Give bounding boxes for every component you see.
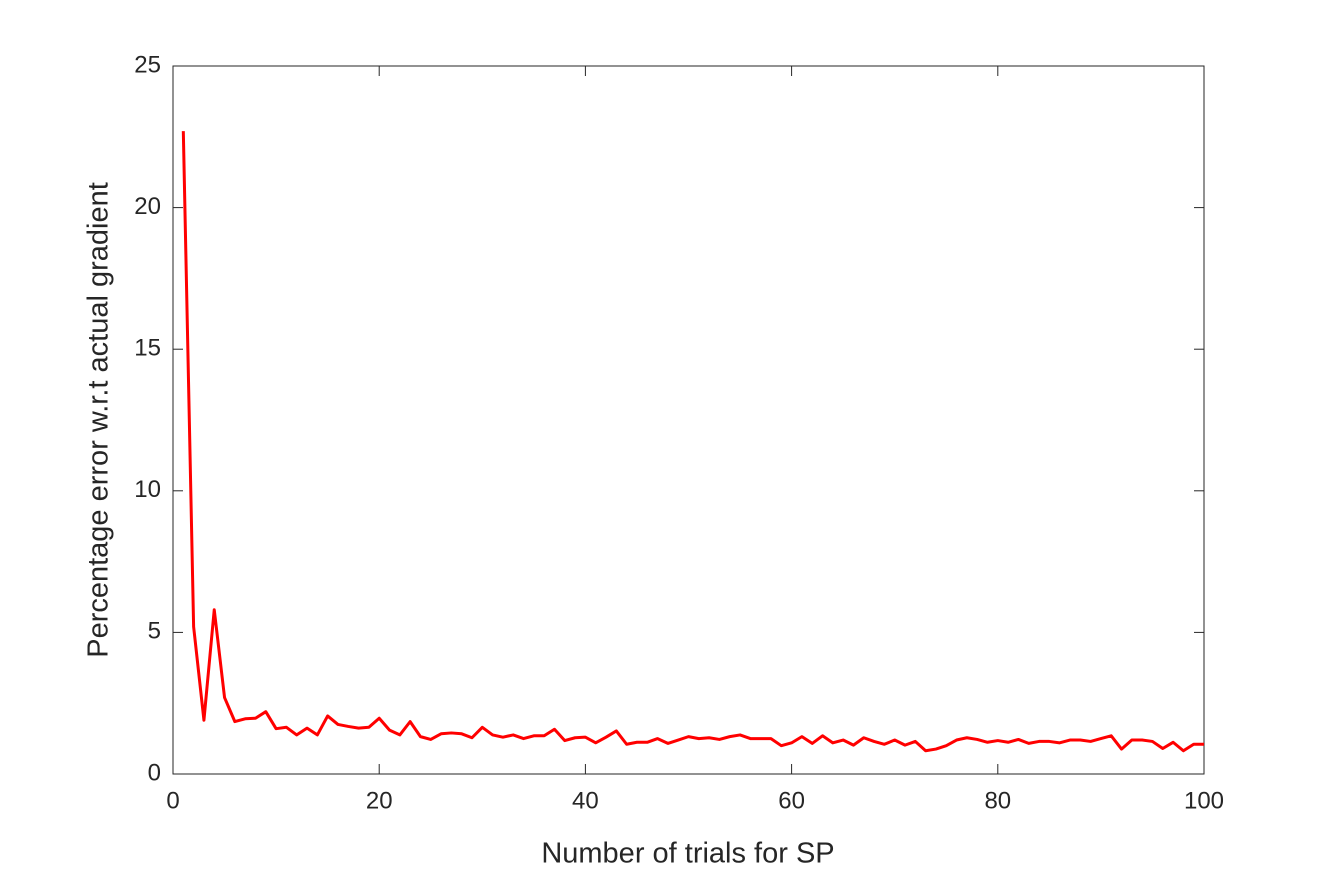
- y-tick-label: 20: [134, 193, 161, 220]
- y-tick-label: 5: [148, 618, 161, 645]
- x-tick-label: 40: [572, 787, 599, 814]
- x-tick-label: 20: [366, 787, 393, 814]
- y-tick-label: 0: [148, 759, 161, 786]
- x-tick-label: 60: [778, 787, 805, 814]
- y-tick-label: 15: [134, 335, 161, 362]
- y-tick-label: 10: [134, 476, 161, 503]
- x-tick-label: 80: [984, 787, 1011, 814]
- y-tick-label: 25: [134, 51, 161, 78]
- data-line: [181, 131, 1204, 753]
- x-tick-label: 100: [1184, 787, 1224, 814]
- plot-box: [172, 65, 1205, 775]
- y-axis-label: Percentage error w.r.t actual gradient: [83, 182, 115, 658]
- x-tick-label: 0: [166, 787, 179, 814]
- x-axis-label: Number of trials for SP: [541, 838, 834, 870]
